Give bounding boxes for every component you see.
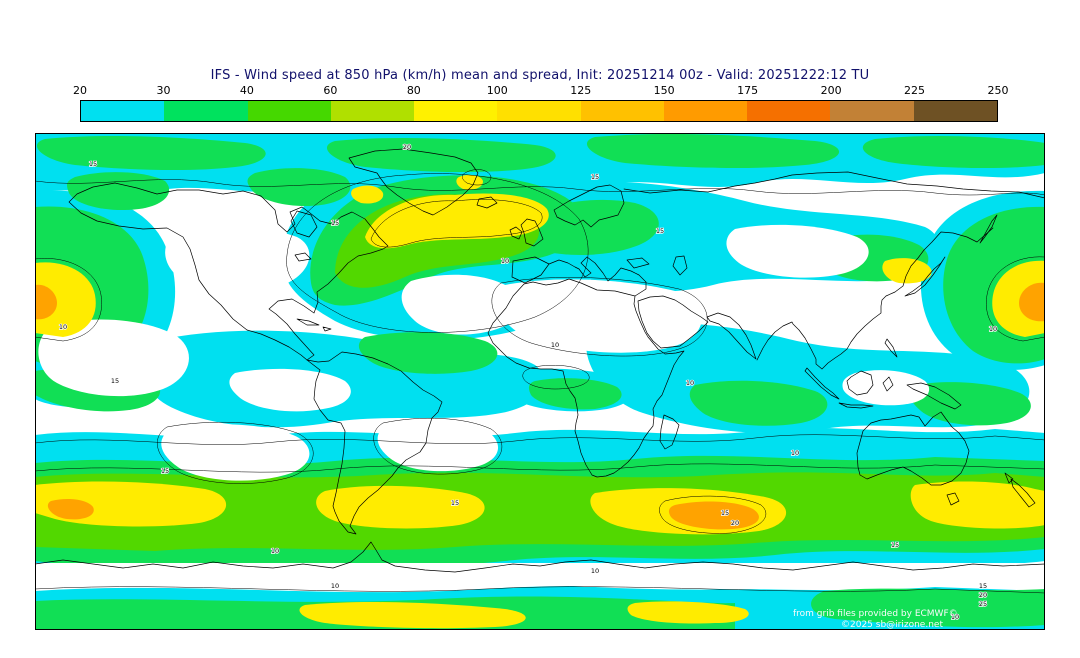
contour-label: 15 bbox=[111, 377, 119, 385]
colorbar-tick: 80 bbox=[406, 84, 421, 97]
colorbar bbox=[80, 100, 998, 122]
contour-label: 10 bbox=[501, 257, 509, 265]
colorbar-tick: 225 bbox=[904, 84, 926, 97]
contour-label: 15 bbox=[331, 219, 339, 227]
colorbar-segment bbox=[81, 101, 165, 121]
contour-label: 20 bbox=[731, 519, 739, 527]
contour-label: 25 bbox=[979, 600, 987, 608]
colorbar-tick: 250 bbox=[987, 84, 1009, 97]
contour-label: 10 bbox=[791, 449, 799, 457]
contour-label: 15 bbox=[451, 499, 459, 507]
colorbar-segment bbox=[913, 101, 997, 121]
colorbar-tick: 125 bbox=[570, 84, 592, 97]
colorbar-tick: 30 bbox=[156, 84, 171, 97]
attribution-source: from grib files provided by ECMWF© bbox=[793, 609, 958, 619]
colorbar-tick: 60 bbox=[323, 84, 338, 97]
wind-field-orange bbox=[35, 282, 1045, 530]
colorbar-segment bbox=[164, 101, 248, 121]
attribution-copyright: ©2025 sb@irizone.net bbox=[841, 620, 943, 630]
colorbar-segment bbox=[414, 101, 498, 121]
contour-label: 15 bbox=[591, 173, 599, 181]
contour-label: 10 bbox=[686, 379, 694, 387]
colorbar-tick: 100 bbox=[486, 84, 508, 97]
contour-label: 10 bbox=[271, 547, 279, 555]
contour-label: 10 bbox=[951, 613, 959, 621]
colorbar-segment bbox=[497, 101, 581, 121]
contour-label: 15 bbox=[656, 227, 664, 235]
colorbar-segment bbox=[830, 101, 914, 121]
colorbar-tick: 20 bbox=[73, 84, 87, 97]
map-title: IFS - Wind speed at 850 hPa (km/h) mean … bbox=[210, 68, 870, 83]
coastlines bbox=[34, 148, 1046, 573]
contour-label: 15 bbox=[721, 509, 729, 517]
weather-map: 15 20 15 15 10 15 10 10 10 10 15 10 15 20 15 10 15 10 15 20… bbox=[34, 133, 1046, 630]
contour-label: 10 bbox=[591, 567, 599, 575]
map-border bbox=[35, 133, 1045, 630]
contour-label: 10 bbox=[551, 341, 559, 349]
contour-label: 15 bbox=[891, 541, 899, 549]
contour-label: 10 bbox=[331, 582, 339, 590]
colorbar-tick: 200 bbox=[820, 84, 842, 97]
colorbar-tick: 40 bbox=[239, 84, 254, 97]
contour-label: 20 bbox=[403, 143, 411, 151]
spread-contours bbox=[34, 169, 1046, 594]
colorbar-segment bbox=[663, 101, 748, 121]
colorbar-segment bbox=[580, 101, 664, 121]
colorbar-ticks: 20 30 40 60 80 100 125 150 175 200 225 250 bbox=[73, 84, 1009, 98]
colorbar-segment bbox=[247, 101, 331, 121]
contour-label: 15 bbox=[161, 467, 169, 475]
colorbar-segment bbox=[747, 101, 831, 121]
contour-label: 20 bbox=[979, 591, 987, 599]
contour-label: 10 bbox=[59, 323, 67, 331]
colorbar-tick: 175 bbox=[737, 84, 759, 97]
contour-label: 15 bbox=[979, 582, 987, 590]
colorbar-tick: 150 bbox=[653, 84, 675, 97]
colorbar-segment bbox=[330, 101, 415, 121]
contour-label: 15 bbox=[89, 160, 97, 168]
contour-label: 10 bbox=[989, 325, 997, 333]
